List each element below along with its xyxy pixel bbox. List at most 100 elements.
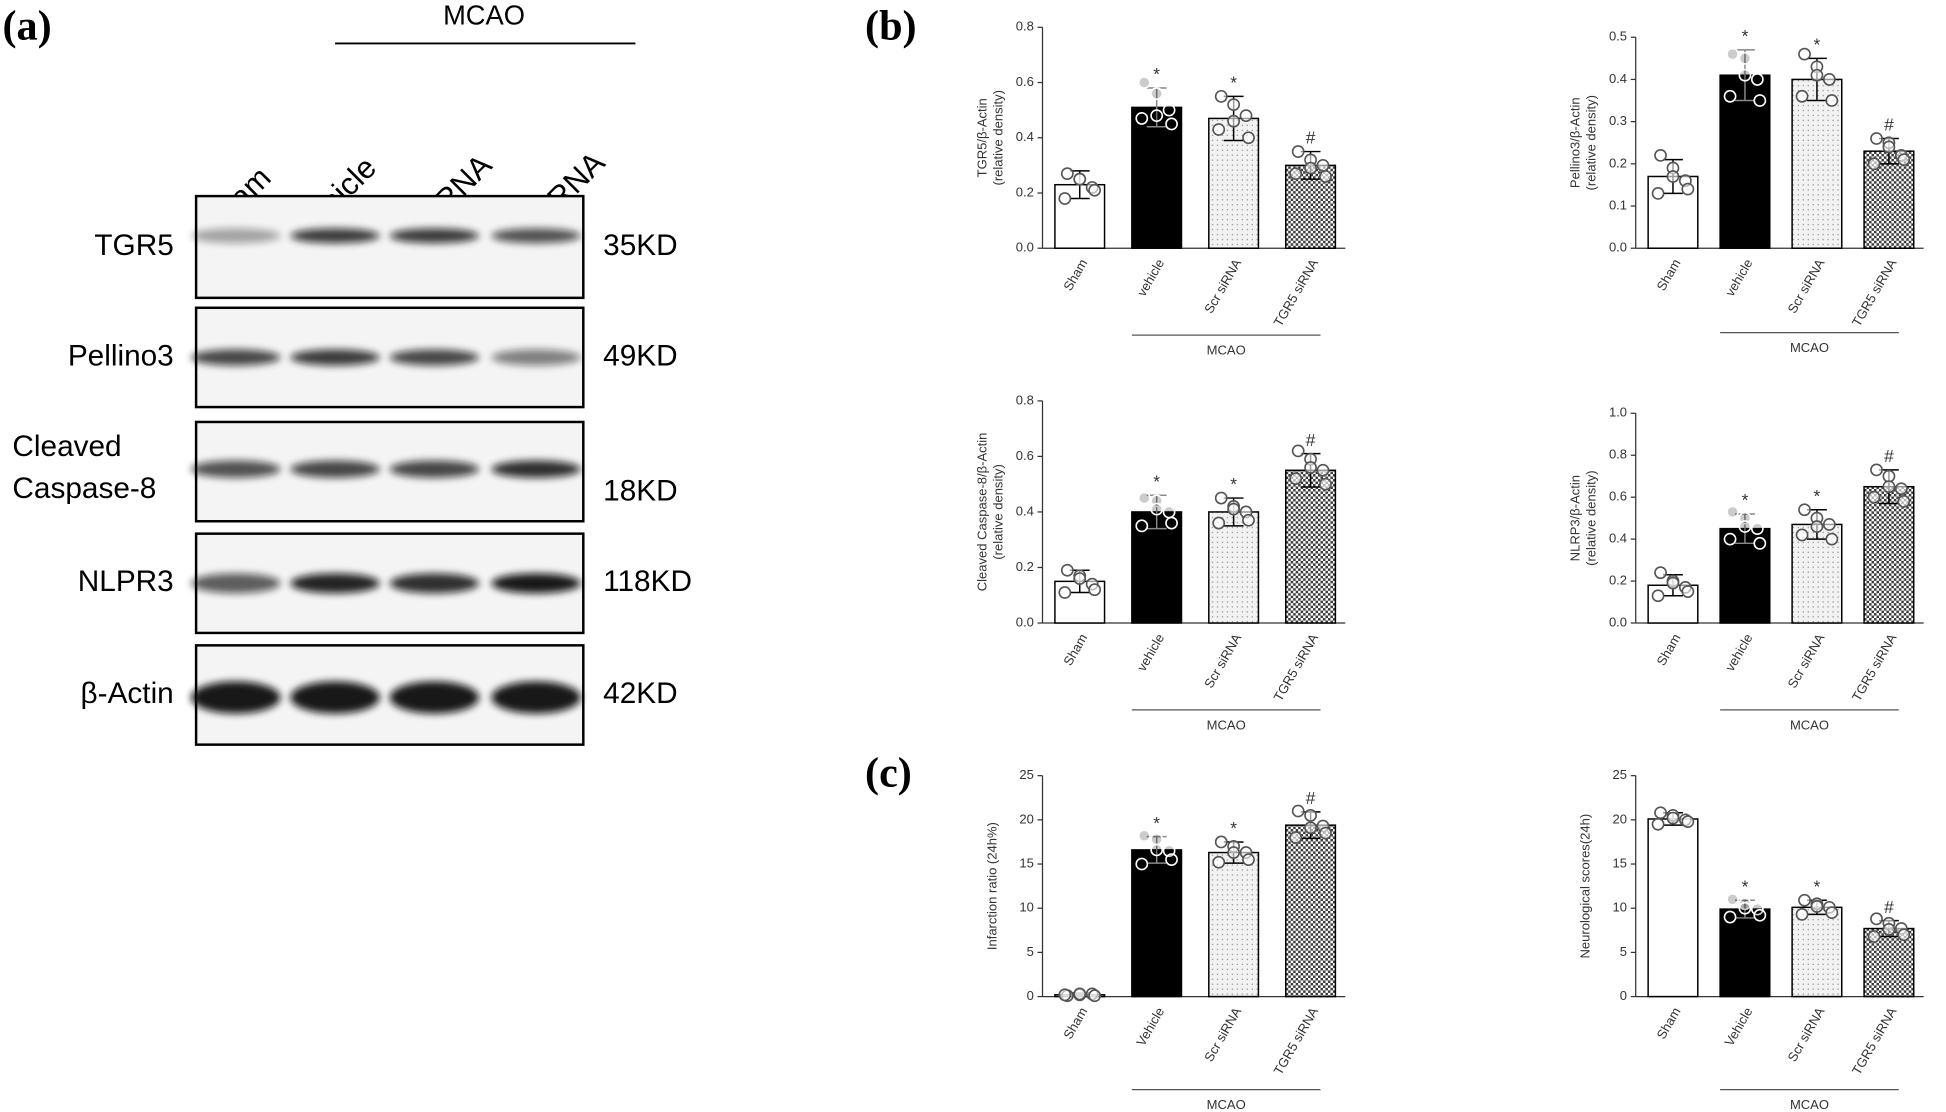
data-point: [1289, 167, 1303, 181]
data-point: [1651, 817, 1665, 831]
data-point: [1654, 566, 1667, 580]
data-point: [1227, 114, 1241, 128]
data-point: [1798, 503, 1811, 517]
y-tick-label: 0.4: [1016, 503, 1034, 518]
y-tick-label: 0.2: [1016, 559, 1034, 574]
data-point: [1681, 585, 1695, 598]
x-tick-label: Scr siRNA: [1784, 631, 1827, 691]
band-size: 35KD: [603, 229, 677, 262]
band-label: Pellino3: [68, 339, 174, 372]
data-point: [1738, 897, 1752, 911]
data-point: [1753, 536, 1767, 550]
significance: *: [1742, 490, 1749, 510]
band-label: Caspase-8: [12, 472, 156, 505]
data-point: [1150, 843, 1164, 857]
data-point: [1165, 516, 1178, 530]
blot-band: [290, 573, 380, 594]
significance: #: [1306, 128, 1316, 148]
y-tick-label: 20: [1019, 811, 1033, 826]
y-axis-label: Infarction ratio (24h%): [984, 822, 999, 950]
y-tick-label: 15: [1613, 855, 1627, 870]
data-point: [1666, 576, 1680, 590]
data-point: [1666, 811, 1680, 825]
y-axis-label: Pellino3/β-Actin: [1568, 97, 1583, 188]
bar: [1285, 469, 1337, 624]
data-point: [1666, 170, 1680, 183]
data-point: [1088, 583, 1102, 597]
data-point: [1150, 87, 1164, 100]
significance: #: [1884, 115, 1894, 135]
blot-band: [191, 573, 281, 594]
data-point: [1795, 89, 1809, 103]
data-point: [1165, 853, 1178, 867]
y-tick-label: 0.0: [1016, 240, 1034, 255]
x-tick-label: TGR5 siRNA: [1849, 631, 1900, 704]
data-point: [1304, 461, 1317, 474]
y-tick-label: 0.8: [1016, 19, 1034, 34]
y-tick-label: 15: [1019, 855, 1033, 870]
data-point: [1137, 491, 1151, 505]
blot-band: [191, 460, 281, 478]
data-point: [1291, 444, 1305, 458]
data-point: [1651, 186, 1665, 200]
data-point: [1738, 901, 1752, 915]
x-tick-label: TGR5 siRNA: [1271, 1004, 1322, 1077]
blot-frame: [194, 194, 585, 300]
x-tick-label: Sham: [1060, 1005, 1090, 1042]
y-axis-label: (relative density): [1584, 470, 1599, 565]
data-point: [1135, 857, 1149, 871]
data-point: [1825, 906, 1839, 920]
blot-band: [491, 681, 581, 714]
data-point: [1867, 490, 1881, 504]
x-tick-label: TGR5 siRNA: [1849, 256, 1900, 329]
blot-band: [191, 681, 281, 714]
data-point: [1882, 480, 1896, 494]
y-axis-label: TGR5/β-Actin: [974, 98, 989, 177]
bar: [1208, 851, 1260, 998]
data-point: [1242, 513, 1255, 527]
band-label: NLPR3: [78, 565, 174, 598]
y-tick-label: 0.0: [1609, 240, 1627, 255]
bar: [1647, 818, 1699, 998]
y-tick-label: 25: [1019, 767, 1033, 782]
blot-band: [389, 460, 480, 478]
blot-band: [191, 228, 281, 244]
x-tick-label: Sham: [1654, 631, 1684, 668]
data-point: [1681, 182, 1695, 196]
data-point: [1870, 463, 1883, 477]
group-label: MCAO: [1207, 1097, 1246, 1112]
y-tick-label: 0.6: [1016, 74, 1034, 89]
y-axis-label: NLRP3/β-Actin: [1568, 475, 1583, 561]
y-axis-label: (relative density): [991, 464, 1006, 559]
data-point: [1726, 505, 1739, 519]
data-point: [1723, 910, 1737, 924]
data-point: [1291, 145, 1305, 158]
data-point: [1726, 892, 1739, 906]
data-point: [1750, 522, 1764, 536]
y-tick-label: 0.3: [1609, 113, 1627, 128]
data-point: [1088, 183, 1102, 197]
y-tick-label: 0.6: [1016, 448, 1034, 463]
blot-band: [290, 681, 380, 714]
bar: [1285, 824, 1337, 998]
data-point: [1681, 815, 1695, 829]
y-tick-label: 20: [1613, 811, 1627, 826]
band-label: TGR5: [94, 229, 173, 262]
bar: [1131, 106, 1183, 249]
group-label: MCAO: [443, 0, 525, 31]
bar: [1719, 908, 1771, 998]
data-point: [1165, 117, 1178, 131]
data-point: [1304, 809, 1317, 822]
significance: *: [1153, 813, 1160, 833]
data-point: [1825, 532, 1839, 546]
data-point: [1651, 589, 1665, 603]
blot-band: [290, 228, 380, 244]
group-label: MCAO: [1790, 1097, 1829, 1112]
y-tick-label: 0.4: [1609, 71, 1627, 86]
y-axis-label: (relative density): [991, 90, 1006, 185]
significance: *: [1814, 486, 1821, 506]
data-point: [1227, 98, 1241, 112]
significance: *: [1814, 35, 1821, 55]
data-point: [1822, 518, 1836, 531]
